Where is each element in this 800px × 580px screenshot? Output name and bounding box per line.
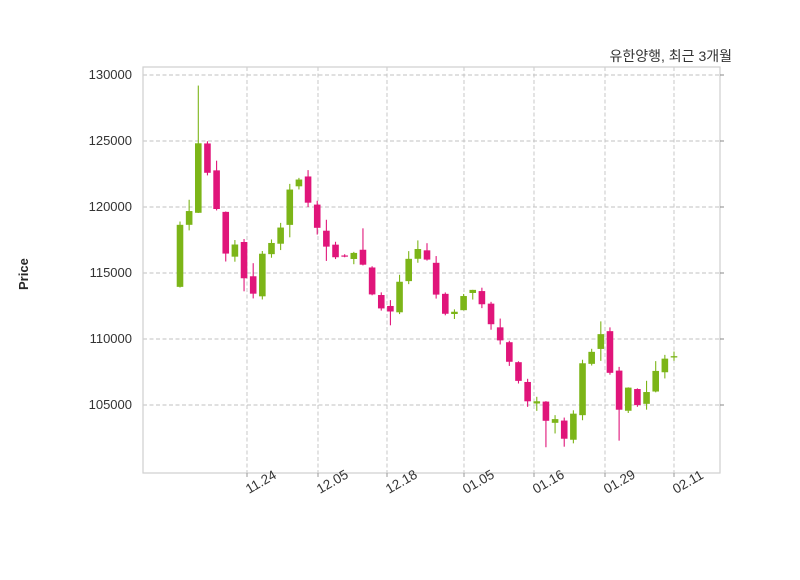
svg-text:130000: 130000 bbox=[89, 67, 132, 82]
svg-text:105000: 105000 bbox=[89, 397, 132, 412]
svg-text:110000: 110000 bbox=[90, 331, 132, 346]
svg-text:115000: 115000 bbox=[90, 265, 132, 280]
svg-text:125000: 125000 bbox=[89, 133, 132, 148]
svg-text:120000: 120000 bbox=[89, 199, 132, 214]
